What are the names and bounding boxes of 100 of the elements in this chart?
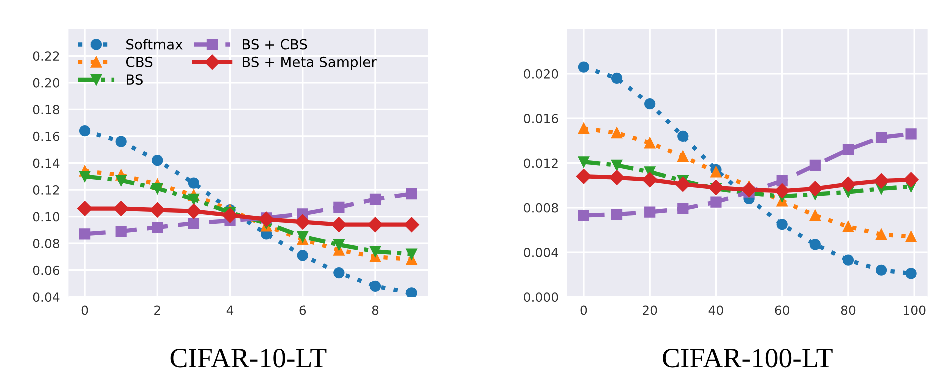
y-tick-label: 0.000 bbox=[524, 292, 558, 302]
point bbox=[906, 128, 917, 140]
y-tick-label: 0.22 bbox=[33, 52, 60, 62]
point bbox=[370, 280, 382, 292]
legend-label: BS + CBS bbox=[243, 39, 308, 50]
point bbox=[742, 182, 757, 198]
x-tick-label: 4 bbox=[226, 306, 234, 315]
point bbox=[79, 171, 91, 182]
point bbox=[810, 210, 821, 222]
point bbox=[710, 166, 722, 178]
point bbox=[678, 150, 689, 162]
y-tick-label: 0.14 bbox=[33, 158, 60, 168]
point bbox=[334, 202, 345, 213]
y-tick-label: 0.06 bbox=[33, 266, 60, 276]
y-tick-label: 0.016 bbox=[524, 114, 558, 124]
point bbox=[79, 126, 91, 137]
x-axis-title: CIFAR-100-LT bbox=[663, 348, 833, 368]
point bbox=[578, 62, 590, 73]
point bbox=[710, 196, 722, 208]
y-tick-label: 0.04 bbox=[33, 292, 60, 302]
x-tick-label: 40 bbox=[708, 306, 724, 316]
point bbox=[810, 239, 821, 250]
point bbox=[578, 123, 590, 134]
point bbox=[644, 206, 656, 218]
legend-label: Softmax bbox=[126, 39, 183, 50]
point bbox=[876, 132, 888, 144]
point bbox=[370, 194, 382, 205]
x-tick-label: 100 bbox=[904, 306, 926, 316]
point bbox=[77, 201, 93, 216]
point bbox=[906, 231, 917, 242]
point bbox=[79, 228, 91, 240]
point bbox=[116, 226, 127, 238]
point bbox=[876, 229, 888, 240]
x-tick-label: 0 bbox=[82, 306, 88, 316]
point bbox=[186, 204, 202, 220]
point bbox=[332, 217, 347, 232]
y-tick-label: 0.16 bbox=[33, 132, 60, 142]
point bbox=[370, 246, 382, 258]
y-tick-label: 0.004 bbox=[524, 248, 558, 258]
point bbox=[708, 180, 724, 196]
x-tick-label: 60 bbox=[775, 306, 790, 316]
y-tick-label: 0.012 bbox=[524, 158, 558, 168]
point bbox=[678, 203, 689, 215]
point bbox=[295, 214, 310, 230]
point bbox=[297, 250, 308, 262]
y-tick-label: 0.18 bbox=[33, 105, 60, 115]
point bbox=[678, 130, 689, 142]
point bbox=[611, 209, 623, 220]
x-tick-label: 6 bbox=[300, 306, 306, 316]
point bbox=[152, 222, 164, 234]
x-tick-label: 20 bbox=[643, 306, 658, 316]
x-tick-label: 0 bbox=[580, 306, 588, 316]
point bbox=[406, 248, 418, 260]
point bbox=[842, 144, 854, 156]
legend-label: BS + Meta Sampler bbox=[243, 56, 377, 70]
point bbox=[904, 172, 919, 188]
y-tick-label: 0.08 bbox=[33, 239, 60, 249]
point bbox=[774, 184, 790, 199]
point bbox=[874, 174, 890, 189]
point bbox=[810, 160, 821, 172]
point bbox=[334, 239, 345, 250]
point bbox=[406, 288, 418, 298]
point bbox=[188, 178, 200, 189]
point bbox=[578, 156, 590, 168]
point bbox=[188, 218, 200, 230]
point bbox=[259, 212, 274, 228]
point bbox=[611, 72, 623, 84]
point bbox=[368, 217, 384, 232]
legend-label: CBS bbox=[126, 56, 153, 68]
point bbox=[404, 217, 420, 232]
point bbox=[406, 188, 418, 200]
x-tick-label: 2 bbox=[154, 306, 160, 315]
point bbox=[776, 176, 788, 187]
point bbox=[188, 194, 200, 205]
point bbox=[776, 219, 788, 230]
x-tick-label: 80 bbox=[841, 306, 856, 316]
point bbox=[334, 268, 345, 279]
point bbox=[642, 172, 658, 188]
point bbox=[578, 210, 590, 222]
point bbox=[842, 221, 854, 232]
point bbox=[152, 183, 164, 194]
point bbox=[150, 202, 166, 218]
point bbox=[808, 181, 823, 196]
point bbox=[222, 208, 238, 224]
point bbox=[152, 155, 164, 166]
point bbox=[611, 128, 623, 139]
point bbox=[876, 264, 888, 276]
y-tick-label: 0.10 bbox=[33, 212, 60, 222]
point bbox=[609, 170, 625, 186]
point bbox=[116, 175, 127, 186]
legend-label: BS bbox=[127, 74, 143, 86]
point bbox=[676, 176, 691, 192]
point bbox=[644, 98, 656, 110]
x-tick-label: 8 bbox=[372, 306, 379, 316]
point bbox=[611, 160, 623, 172]
y-tick-label: 0.008 bbox=[524, 203, 558, 213]
point bbox=[297, 231, 308, 242]
x-axis-title: CIFAR-10-LT bbox=[170, 348, 327, 368]
point bbox=[116, 136, 127, 148]
y-tick-label: 0.20 bbox=[33, 78, 60, 88]
